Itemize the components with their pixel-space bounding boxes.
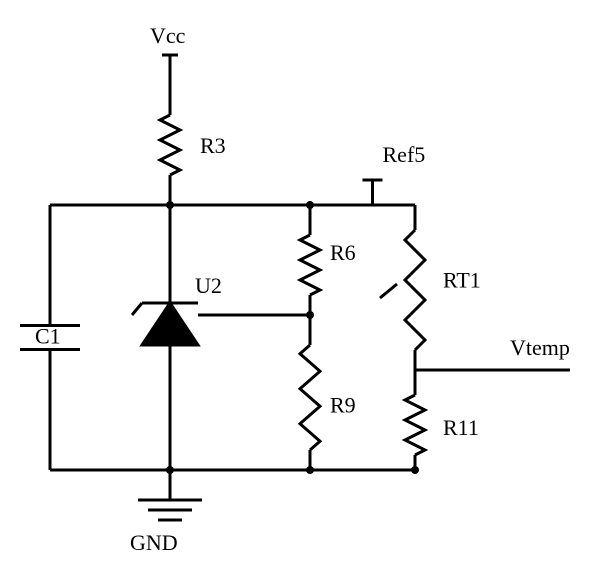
label-r9: R9 <box>330 393 356 418</box>
label-u2: U2 <box>195 273 222 298</box>
label-vcc: Vcc <box>150 23 186 48</box>
resistor-r6 <box>300 235 320 295</box>
node-mid-top <box>306 201 314 209</box>
u2-triangle <box>142 303 198 345</box>
label-r11: R11 <box>443 415 479 440</box>
label-c1: C1 <box>35 324 61 349</box>
label-rt1: RT1 <box>443 268 481 293</box>
label-r6: R6 <box>330 240 356 265</box>
label-gnd: GND <box>130 530 178 555</box>
node-mid-bot <box>306 466 314 474</box>
u2-cathode-kink <box>132 303 142 315</box>
rt1-arrow <box>380 284 397 298</box>
node-left-bot <box>166 466 174 474</box>
label-ref5: Ref5 <box>383 142 426 167</box>
resistor-r11 <box>405 395 425 455</box>
resistor-rt1 <box>405 230 425 350</box>
node-mid-ref <box>306 311 314 319</box>
node-left-top <box>166 201 174 209</box>
resistor-r9 <box>300 345 320 450</box>
label-r3: R3 <box>200 133 226 158</box>
resistor-r3 <box>160 115 180 175</box>
label-vtemp: Vtemp <box>510 335 570 360</box>
node-right-bot <box>411 466 419 474</box>
